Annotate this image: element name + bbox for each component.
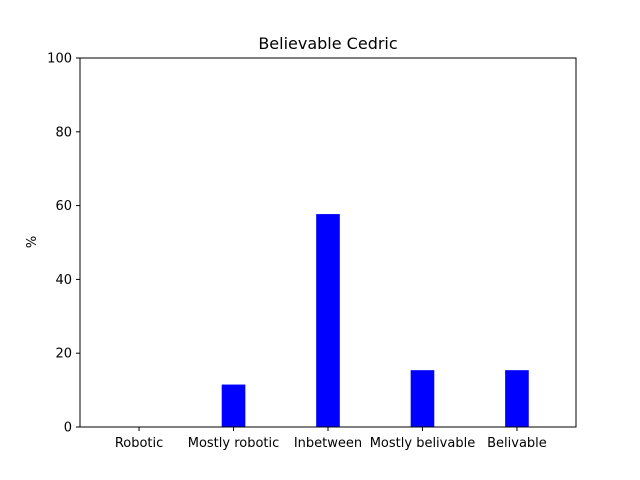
x-tick-label-2: Inbetween <box>294 436 362 451</box>
y-tick-label-0: 0 <box>64 421 72 436</box>
bar-3 <box>410 370 435 427</box>
bar-4 <box>505 370 529 427</box>
x-tick-label-1: Mostly robotic <box>188 436 280 451</box>
y-tick-label-2: 40 <box>55 273 72 288</box>
x-tick-label-3: Mostly belivable <box>370 436 475 451</box>
bars-group <box>221 214 529 427</box>
y-ticks-group: 0 20 40 60 80 100 <box>47 52 80 436</box>
y-tick-label-3: 60 <box>55 199 72 214</box>
bar-2 <box>316 214 340 427</box>
y-tick-label-5: 100 <box>47 52 72 67</box>
plot-frame <box>79 57 577 428</box>
y-tick-label-1: 20 <box>55 347 72 362</box>
chart-title: Believable Cedric <box>258 34 397 53</box>
y-tick-label-4: 80 <box>55 125 72 140</box>
x-tick-label-0: Robotic <box>115 436 163 451</box>
x-tick-label-4: Belivable <box>487 436 547 451</box>
y-axis-label: % <box>25 236 40 248</box>
bar-1 <box>221 384 246 427</box>
x-ticks-group: Robotic Mostly robotic Inbetween Mostly bel… <box>115 427 547 451</box>
